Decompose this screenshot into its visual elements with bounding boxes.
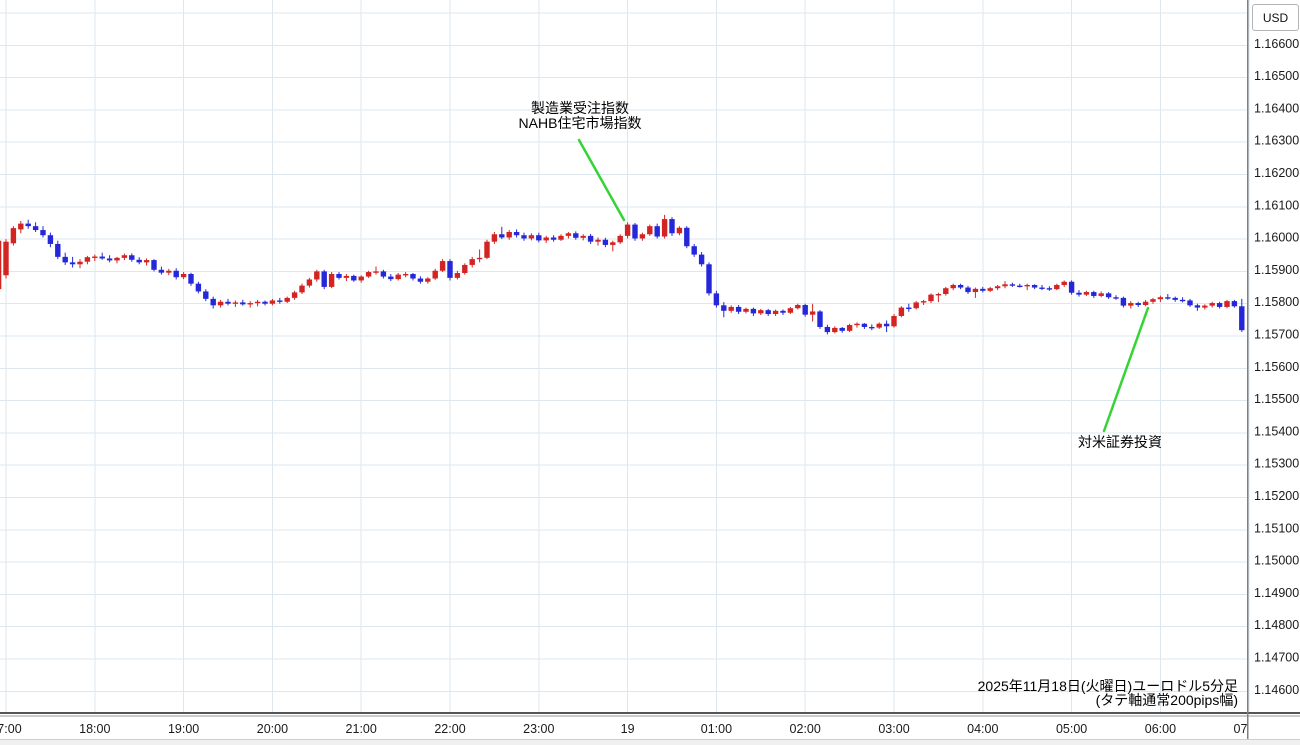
svg-text:23:00: 23:00 (523, 722, 554, 736)
svg-text:1.15600: 1.15600 (1254, 360, 1299, 374)
candles (0, 214, 1245, 335)
annotation-pointer-line (577, 138, 626, 222)
svg-text:19: 19 (621, 722, 635, 736)
svg-text:1.15000: 1.15000 (1254, 554, 1299, 568)
svg-text:1.15800: 1.15800 (1254, 295, 1299, 309)
caption-axis-note: (タテ軸通常200pips幅) (1095, 692, 1238, 708)
svg-text:1.16500: 1.16500 (1254, 69, 1299, 83)
svg-text:17:00: 17:00 (0, 722, 22, 736)
svg-text:1.15100: 1.15100 (1254, 521, 1299, 535)
svg-text:22:00: 22:00 (434, 722, 465, 736)
annotation-tic-flows: 対米証券投資 (1078, 435, 1162, 450)
svg-text:1.16300: 1.16300 (1254, 134, 1299, 148)
svg-text:1.15700: 1.15700 (1254, 328, 1299, 342)
annotation-line2: NAHB住宅市場指数 (518, 115, 642, 131)
svg-text:1.14900: 1.14900 (1254, 586, 1299, 600)
svg-text:1.16100: 1.16100 (1254, 198, 1299, 212)
svg-text:06:00: 06:00 (1145, 722, 1176, 736)
svg-text:1.15200: 1.15200 (1254, 489, 1299, 503)
svg-text:1.16400: 1.16400 (1254, 101, 1299, 115)
svg-text:1.14800: 1.14800 (1254, 618, 1299, 632)
svg-text:1.15400: 1.15400 (1254, 424, 1299, 438)
gridlines (0, 0, 1250, 713)
annotation-line1: 対米証券投資 (1078, 434, 1162, 450)
svg-text:05:00: 05:00 (1056, 722, 1087, 736)
svg-text:1.14600: 1.14600 (1254, 683, 1299, 697)
annotation-line1: 製造業受注指数 (531, 100, 629, 116)
price-axis-unit-badge: USD (1252, 4, 1299, 31)
svg-text:1.15300: 1.15300 (1254, 457, 1299, 471)
svg-text:18:00: 18:00 (79, 722, 110, 736)
caption-date-instrument: 2025年11月18日(火曜日)ユーロドル5分足 (977, 678, 1238, 694)
horizontal-scrollbar-strip[interactable] (0, 739, 1300, 745)
price-axis-labels: 1.16600 1.16500 1.16400 1.16300 1.16200 1.161… (1254, 37, 1299, 697)
time-axis-labels: 17:00 18:00 19:00 20:00 21:00 22:00 23:00 19 01:… (0, 722, 1265, 736)
svg-text:1.16200: 1.16200 (1254, 166, 1299, 180)
svg-text:20:00: 20:00 (257, 722, 288, 736)
svg-text:1.16600: 1.16600 (1254, 37, 1299, 51)
svg-text:1.15500: 1.15500 (1254, 392, 1299, 406)
svg-text:02:00: 02:00 (790, 722, 821, 736)
price-axis-unit-label: USD (1262, 10, 1289, 25)
chart-caption: 2025年11月18日(火曜日)ユーロドル5分足 (タテ軸通常200pips幅) (978, 679, 1238, 707)
annotation-manufacturing-orders: 製造業受注指数 NAHB住宅市場指数 (519, 101, 642, 131)
annotation-pointer-line (1102, 306, 1150, 433)
svg-text:04:00: 04:00 (967, 722, 998, 736)
svg-text:1.14700: 1.14700 (1254, 651, 1299, 665)
svg-text:1.15900: 1.15900 (1254, 263, 1299, 277)
svg-text:01:00: 01:00 (701, 722, 732, 736)
svg-text:19:00: 19:00 (168, 722, 199, 736)
svg-text:21:00: 21:00 (346, 722, 377, 736)
svg-text:03:00: 03:00 (878, 722, 909, 736)
svg-text:1.16000: 1.16000 (1254, 231, 1299, 245)
svg-text:07:00: 07:00 (1234, 722, 1265, 736)
